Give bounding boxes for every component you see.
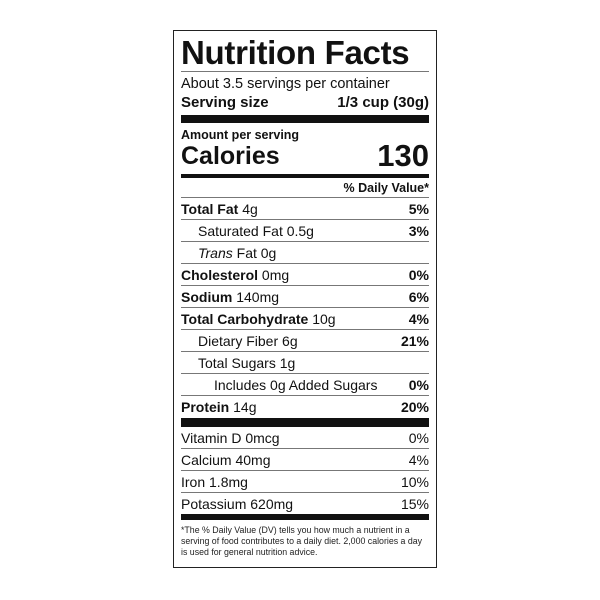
nutrition-facts-label: Nutrition Facts About 3.5 servings per c… xyxy=(173,30,437,568)
vitamin-row: Vitamin D 0mcg 0% xyxy=(181,427,429,448)
nutrient-row: Includes 0g Added Sugars 0% xyxy=(181,373,429,395)
nutrient-list: Total Fat 4g 5% Saturated Fat 0.5g 3% Trans … xyxy=(181,197,429,417)
vitamin-list: Vitamin D 0mcg 0% Calcium 40mg 4% Iron 1.8mg… xyxy=(181,427,429,514)
nutrient-label: Saturated Fat xyxy=(198,222,283,239)
medium-divider xyxy=(181,174,429,178)
divider xyxy=(181,71,429,72)
nutrient-name: Total Sugars 1g xyxy=(198,355,295,371)
nutrient-label: Total Carbohydrate xyxy=(181,310,309,327)
vitamin-daily-value: 15% xyxy=(400,495,429,512)
nutrient-daily-value: 0% xyxy=(408,266,429,283)
serving-size-value: 1/3 cup (30g) xyxy=(337,94,429,111)
nutrient-row: Cholesterol 0mg 0% xyxy=(181,263,429,285)
amount-per-serving: Amount per serving xyxy=(181,128,300,142)
nutrient-name: Includes 0g Added Sugars xyxy=(214,377,377,393)
nutrient-name: Saturated Fat 0.5g xyxy=(198,223,314,239)
nutrient-amount: 1g xyxy=(279,354,296,371)
nutrient-amount: 14g xyxy=(233,398,257,415)
nutrient-amount: 140mg xyxy=(236,288,280,305)
serving-size-label: Serving size xyxy=(181,94,269,111)
nutrient-name: Sodium 140mg xyxy=(181,289,279,305)
nutrient-name: Dietary Fiber 6g xyxy=(198,333,298,349)
thick-divider xyxy=(181,115,429,123)
vitamin-name: Vitamin D 0mcg xyxy=(181,429,280,446)
nutrient-amount: 0g xyxy=(260,244,277,261)
nutrient-label-rest: Fat xyxy=(236,244,257,261)
nutrient-amount: 0.5g xyxy=(286,222,314,239)
nutrient-name: Protein 14g xyxy=(181,399,256,415)
nutrient-row: Protein 14g 20% xyxy=(181,395,429,417)
calories-row: Calories 130 xyxy=(181,138,429,173)
vitamin-daily-value: 0% xyxy=(408,429,429,446)
nutrient-daily-value: 21% xyxy=(400,332,429,349)
nutrient-row: Saturated Fat 0.5g 3% xyxy=(181,219,429,241)
vitamin-name: Iron 1.8mg xyxy=(181,473,248,490)
nutrient-label: Trans xyxy=(198,244,233,261)
calories-label: Calories xyxy=(181,142,280,170)
nutrient-amount: 6g xyxy=(282,332,298,349)
nutrient-label: Dietary Fiber xyxy=(198,332,279,349)
nutrient-name: Total Fat 4g xyxy=(181,201,258,217)
daily-value-header: % Daily Value* xyxy=(343,180,429,195)
nutrient-daily-value: 4% xyxy=(408,310,429,327)
nutrient-label: Total Fat xyxy=(181,200,239,217)
nutrient-row: Total Sugars 1g xyxy=(181,351,429,373)
nutrient-label: Protein xyxy=(181,398,230,415)
nutrient-daily-value: 0% xyxy=(408,376,429,393)
nutrient-daily-value: 6% xyxy=(408,288,429,305)
nutrient-daily-value: 5% xyxy=(408,200,429,217)
vitamin-daily-value: 10% xyxy=(400,473,429,490)
label-title: Nutrition Facts xyxy=(181,34,410,71)
vitamin-row: Calcium 40mg 4% xyxy=(181,448,429,470)
nutrient-label: Total Sugars xyxy=(198,354,276,371)
nutrient-row: Sodium 140mg 6% xyxy=(181,285,429,307)
vitamin-name: Calcium 40mg xyxy=(181,451,271,468)
servings-per-container: About 3.5 servings per container xyxy=(181,75,390,92)
thick-divider xyxy=(181,514,429,520)
nutrient-row: Total Carbohydrate 10g 4% xyxy=(181,307,429,329)
nutrient-name: Trans Fat 0g xyxy=(198,245,276,261)
vitamin-daily-value: 4% xyxy=(408,451,429,468)
nutrient-row: Total Fat 4g 5% xyxy=(181,197,429,219)
vitamin-row: Potassium 620mg 15% xyxy=(181,492,429,514)
footnote: *The % Daily Value (DV) tells you how mu… xyxy=(181,525,423,557)
nutrient-daily-value: 20% xyxy=(400,398,429,415)
nutrient-row: Dietary Fiber 6g 21% xyxy=(181,329,429,351)
serving-size-row: Serving size 1/3 cup (30g) xyxy=(181,93,429,112)
nutrient-amount: 0mg xyxy=(261,266,290,283)
nutrient-amount: 4g xyxy=(242,200,258,217)
nutrient-label: Sodium xyxy=(181,288,233,305)
nutrient-amount: 10g xyxy=(312,310,336,327)
nutrient-name: Cholesterol 0mg xyxy=(181,267,289,283)
thick-divider xyxy=(181,418,429,427)
vitamin-row: Iron 1.8mg 10% xyxy=(181,470,429,492)
nutrient-label: Cholesterol xyxy=(181,266,259,283)
nutrient-row: Trans Fat 0g xyxy=(181,241,429,263)
vitamin-name: Potassium 620mg xyxy=(181,495,294,512)
calories-value: 130 xyxy=(377,138,429,173)
nutrient-label: Includes 0g Added Sugars xyxy=(214,376,378,393)
nutrient-name: Total Carbohydrate 10g xyxy=(181,311,336,327)
nutrient-daily-value: 3% xyxy=(408,222,429,239)
